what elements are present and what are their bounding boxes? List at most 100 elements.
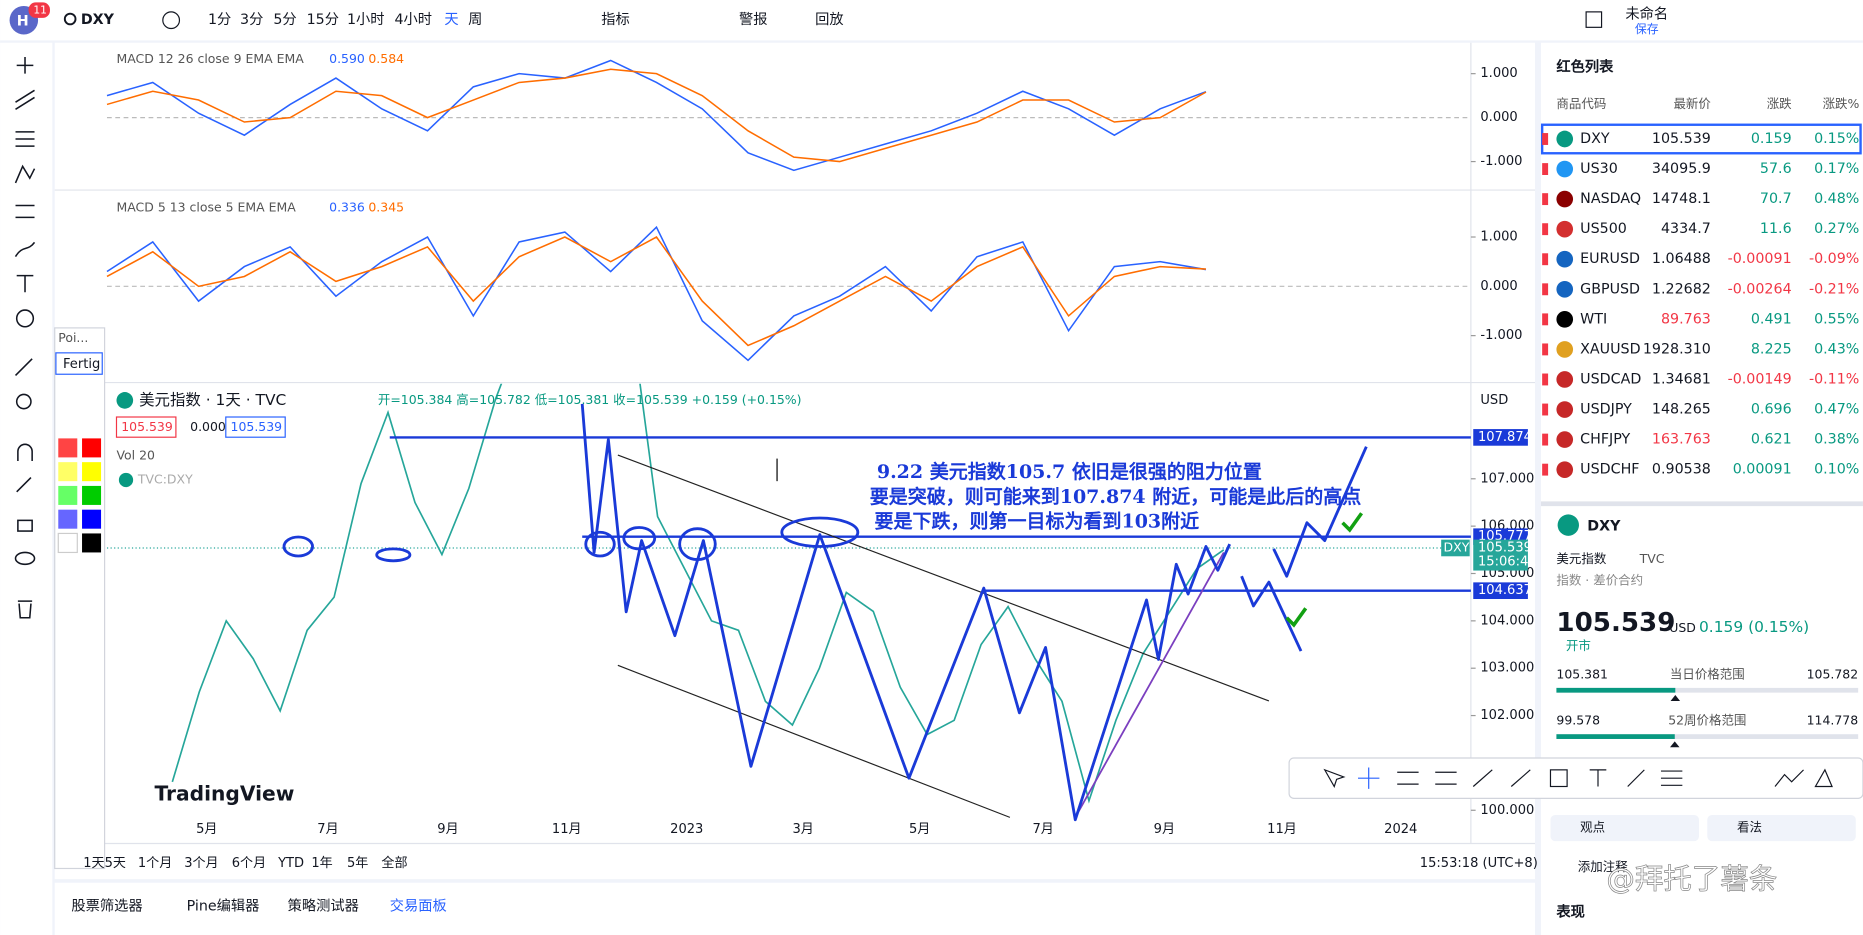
delete-tool[interactable] (17, 600, 33, 619)
range-button[interactable]: 1个月 (138, 856, 172, 871)
fib-icon[interactable] (1660, 770, 1683, 786)
price-box (185, 417, 222, 438)
swatch[interactable] (58, 462, 78, 482)
detail-button[interactable] (1707, 815, 1856, 842)
row-symbol[interactable]: DXY (1580, 131, 1610, 147)
row-symbol[interactable]: GBPUSD (1580, 281, 1640, 297)
interval-button[interactable]: 15分 (307, 11, 339, 28)
checkbox[interactable] (1585, 11, 1603, 28)
pattern-icon[interactable] (1774, 769, 1804, 787)
row-symbol[interactable]: NASDAQ (1580, 191, 1641, 207)
brush-icon[interactable] (1627, 769, 1645, 787)
swatch[interactable] (58, 438, 78, 458)
range-button[interactable]: 3个月 (184, 856, 218, 871)
row-price: 34095.9 (1652, 161, 1711, 177)
interval-button[interactable]: 5分 (273, 11, 296, 28)
indicators-button[interactable]: 指标 (601, 11, 630, 28)
trend-tool[interactable] (15, 89, 35, 110)
search-icon[interactable] (63, 12, 77, 26)
brush-tool[interactable] (14, 241, 36, 258)
swatch[interactable] (82, 438, 102, 458)
ray-icon[interactable] (1510, 769, 1531, 787)
interval-button[interactable]: 3分 (240, 11, 263, 28)
trend-icon[interactable] (1472, 769, 1493, 787)
lines-icon[interactable] (1397, 771, 1419, 785)
interval-button[interactable]: 1分 (208, 11, 231, 28)
magnet-tool[interactable] (17, 443, 33, 461)
interval-button[interactable]: 天 (444, 12, 458, 28)
watchlist-title[interactable]: 红色列表 (1556, 58, 1614, 76)
signal-value: 0.345 (368, 199, 404, 214)
symbol-tag (1441, 539, 1470, 557)
cursor-icon[interactable] (1323, 768, 1346, 788)
panel-tab[interactable]: 股票筛选器 (71, 897, 142, 914)
panel-tab[interactable]: Pine编辑器 (187, 897, 260, 914)
row-symbol[interactable]: US500 (1580, 221, 1627, 237)
interval-button[interactable]: 4小时 (394, 11, 432, 28)
zoom-tool[interactable] (15, 393, 32, 410)
x-tick-label: 7月 (1032, 822, 1053, 837)
left-toolbar (0, 42, 53, 935)
ruler-tool[interactable] (14, 358, 33, 376)
lock-tool[interactable] (17, 519, 33, 532)
range-button[interactable]: 1天 (83, 856, 104, 871)
row-icon (1556, 220, 1574, 238)
column-header: 商品代码 (1556, 96, 1606, 111)
row-flag (1542, 313, 1549, 326)
fib-tool[interactable] (15, 131, 35, 147)
lines-icon[interactable] (1435, 771, 1457, 785)
triangle-icon[interactable] (1814, 768, 1833, 788)
check-mark (1341, 512, 1364, 533)
cross-icon[interactable] (1358, 767, 1380, 789)
swatch[interactable] (82, 533, 102, 553)
row-price: 1928.310 (1643, 341, 1711, 357)
interval-button[interactable]: 周 (468, 12, 482, 28)
row-symbol[interactable]: USDJPY (1580, 402, 1632, 418)
range-button[interactable]: 5天 (105, 856, 126, 871)
highlight (282, 535, 314, 558)
row-symbol[interactable]: CHFJPY (1580, 432, 1630, 448)
lock-draw-tool[interactable] (16, 477, 32, 493)
rect-icon[interactable] (1549, 769, 1568, 788)
macd-line (106, 59, 1207, 172)
swatch[interactable] (82, 485, 102, 505)
symbol-search[interactable]: DXY (81, 12, 115, 28)
symbol-name[interactable]: 美元指数 · 1天 · TVC (139, 391, 286, 409)
swatch[interactable] (82, 462, 102, 482)
visibility-tool[interactable] (14, 551, 36, 566)
pattern-tool[interactable] (14, 164, 36, 184)
save-status[interactable]: 保存 (1635, 22, 1659, 36)
alert-button[interactable]: 警报 (739, 11, 768, 28)
layout-name[interactable]: 未命名 (1625, 4, 1668, 22)
row-symbol[interactable]: US30 (1580, 161, 1618, 177)
done-button[interactable] (55, 352, 103, 375)
interval-button[interactable]: 1小时 (347, 11, 385, 28)
forecast-tool[interactable] (15, 204, 35, 219)
swatch[interactable] (82, 509, 102, 529)
row-symbol[interactable]: USDCAD (1580, 371, 1641, 387)
emoji-tool[interactable] (15, 309, 35, 328)
detail-button[interactable] (1550, 815, 1699, 842)
range-button[interactable]: 1年 (311, 856, 332, 871)
row-symbol[interactable]: EURUSD (1580, 251, 1640, 267)
add-note[interactable]: 添加注释 (1578, 859, 1628, 874)
range-button[interactable]: 5年 (347, 856, 368, 871)
row-symbol[interactable]: XAUUSD (1580, 341, 1640, 357)
swatch[interactable] (57, 532, 78, 554)
crosshair-tool[interactable] (16, 57, 34, 74)
swatch[interactable] (58, 485, 78, 505)
text-tool[interactable] (16, 274, 34, 293)
row-symbol[interactable]: USDCHF (1580, 462, 1639, 478)
panel-tab[interactable]: 交易面板 (390, 896, 447, 914)
text-icon[interactable] (1589, 769, 1607, 787)
add-compare[interactable] (162, 11, 181, 30)
replay-button[interactable]: 回放 (815, 11, 844, 28)
panel-tab[interactable]: 策略测试器 (288, 897, 359, 914)
range-button[interactable]: 6个月 (232, 856, 266, 871)
swatch[interactable] (58, 509, 78, 529)
currency[interactable]: USD (1480, 393, 1508, 408)
range-button[interactable]: 全部 (381, 855, 407, 871)
row-symbol[interactable]: WTI (1580, 311, 1607, 327)
range-button[interactable]: YTD (277, 856, 304, 871)
